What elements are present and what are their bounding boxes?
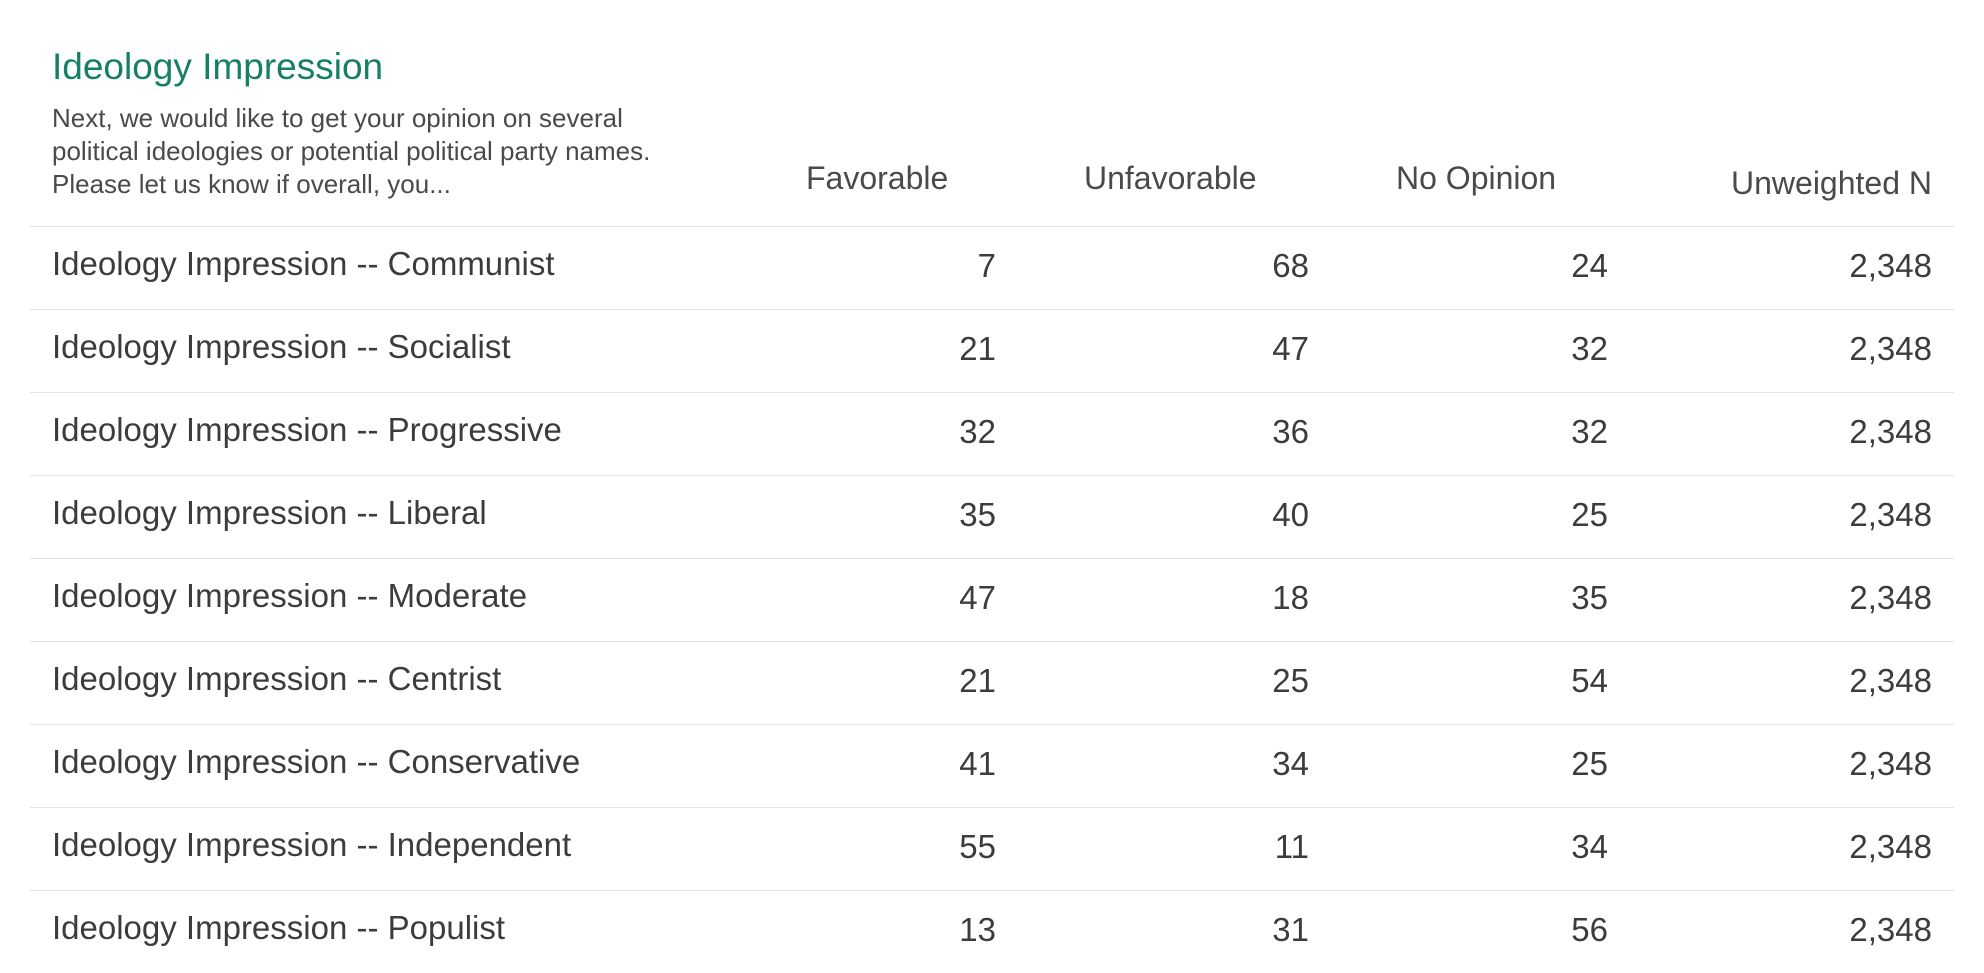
table-row: Ideology Impression -- Communist 7 68 24… — [30, 227, 1954, 310]
no-opinion-value: 56 — [1571, 911, 1608, 948]
unweighted-n-value: 2,348 — [1849, 828, 1932, 865]
table-row: Ideology Impression -- Socialist 21 47 3… — [30, 310, 1954, 393]
table-row: Ideology Impression -- Conservative 41 3… — [30, 725, 1954, 808]
table-row: Ideology Impression -- Independent 55 11… — [30, 808, 1954, 891]
table-row: Ideology Impression -- Moderate 47 18 35… — [30, 559, 1954, 642]
unfavorable-value: 31 — [1272, 911, 1309, 948]
question-text: Next, we would like to get your opinion … — [52, 103, 651, 199]
table-row: Ideology Impression -- Liberal 35 40 25 … — [30, 476, 1954, 559]
column-header-no-opinion: No Opinion — [1396, 160, 1557, 196]
unfavorable-value: 11 — [1274, 828, 1309, 865]
unfavorable-value: 36 — [1272, 413, 1309, 450]
table-row: Ideology Impression -- Progressive 32 36… — [30, 393, 1954, 476]
row-label: Ideology Impression -- Liberal — [52, 494, 487, 531]
unweighted-n-value: 2,348 — [1849, 496, 1932, 533]
row-label: Ideology Impression -- Socialist — [52, 328, 511, 365]
table-title: Ideology Impression — [52, 46, 384, 87]
favorable-value: 21 — [959, 330, 996, 367]
favorable-value: 47 — [959, 579, 996, 616]
crosstab-table: Ideology Impression Next, we would like … — [30, 40, 1954, 973]
table-row: Ideology Impression -- Centrist 21 25 54… — [30, 642, 1954, 725]
no-opinion-value: 34 — [1571, 828, 1608, 865]
row-label: Ideology Impression -- Populist — [52, 909, 506, 946]
favorable-value: 21 — [959, 662, 996, 699]
column-header-favorable: Favorable — [806, 160, 949, 196]
no-opinion-value: 24 — [1571, 247, 1608, 284]
no-opinion-value: 25 — [1571, 496, 1608, 533]
unfavorable-value: 18 — [1272, 579, 1309, 616]
unfavorable-value: 34 — [1272, 745, 1309, 782]
table-body: Ideology Impression -- Communist 7 68 24… — [30, 227, 1954, 973]
unfavorable-value: 47 — [1272, 330, 1309, 367]
favorable-value: 32 — [959, 413, 996, 450]
no-opinion-value: 32 — [1571, 330, 1608, 367]
unweighted-n-value: 2,348 — [1849, 662, 1932, 699]
row-label: Ideology Impression -- Progressive — [52, 411, 562, 448]
favorable-value: 7 — [977, 247, 996, 284]
table-header: Ideology Impression Next, we would like … — [30, 40, 1954, 227]
favorable-value: 55 — [959, 828, 996, 865]
favorable-value: 41 — [959, 745, 996, 782]
unweighted-n-value: 2,348 — [1849, 745, 1932, 782]
unweighted-n-value: 2,348 — [1849, 247, 1932, 284]
favorable-value: 13 — [959, 911, 996, 948]
unweighted-n-value: 2,348 — [1849, 579, 1932, 616]
unfavorable-value: 68 — [1272, 247, 1309, 284]
row-label: Ideology Impression -- Independent — [52, 826, 572, 863]
column-header-unfavorable: Unfavorable — [1084, 160, 1257, 196]
table-row: Ideology Impression -- Populist 13 31 56… — [30, 891, 1954, 973]
row-label: Ideology Impression -- Conservative — [52, 743, 581, 780]
unweighted-n-value: 2,348 — [1849, 330, 1932, 367]
unweighted-n-value: 2,348 — [1849, 911, 1932, 948]
unweighted-n-value: 2,348 — [1849, 413, 1932, 450]
unfavorable-value: 40 — [1272, 496, 1309, 533]
no-opinion-value: 32 — [1571, 413, 1608, 450]
row-label: Ideology Impression -- Communist — [52, 245, 555, 282]
row-label: Ideology Impression -- Centrist — [52, 660, 502, 697]
favorable-value: 35 — [959, 496, 996, 533]
unfavorable-value: 25 — [1272, 662, 1309, 699]
no-opinion-value: 35 — [1571, 579, 1608, 616]
column-header-unweighted-n: Unweighted N — [1731, 165, 1932, 201]
no-opinion-value: 54 — [1571, 662, 1608, 699]
no-opinion-value: 25 — [1571, 745, 1608, 782]
row-label: Ideology Impression -- Moderate — [52, 577, 528, 614]
